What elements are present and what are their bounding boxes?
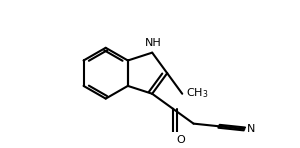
Text: CH$_3$: CH$_3$ xyxy=(186,86,208,99)
Text: O: O xyxy=(176,135,185,145)
Text: N: N xyxy=(247,124,255,134)
Text: NH: NH xyxy=(145,38,162,48)
